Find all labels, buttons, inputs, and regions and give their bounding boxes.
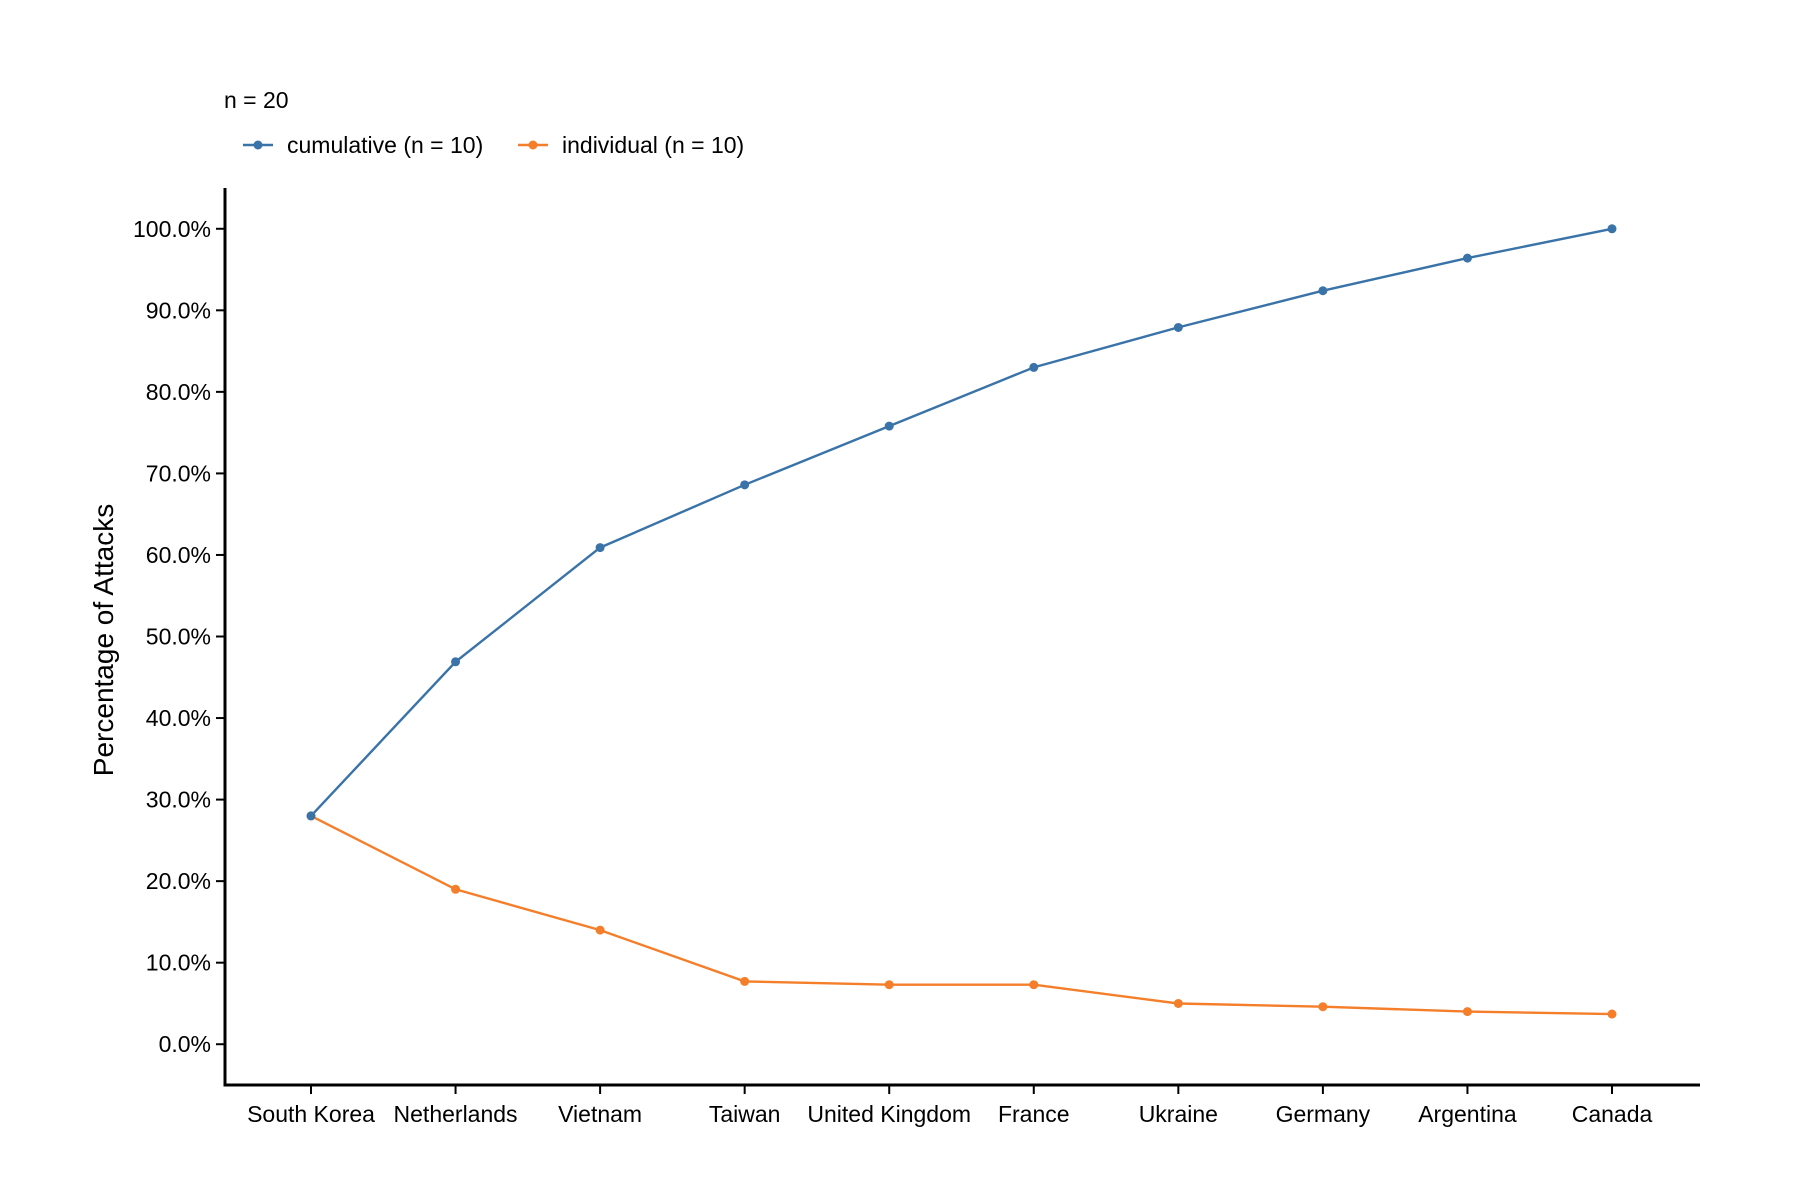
data-point-individual bbox=[451, 884, 461, 894]
legend-label: cumulative (n = 10) bbox=[287, 132, 483, 158]
x-tick-label: Taiwan bbox=[709, 1101, 781, 1127]
data-point-cumulative bbox=[1607, 224, 1617, 234]
x-tick-label: Ukraine bbox=[1139, 1101, 1218, 1127]
legend-items: cumulative (n = 10) individual (n = 10) bbox=[243, 132, 744, 158]
data-point-cumulative bbox=[1029, 362, 1039, 372]
y-tick-label: 100.0% bbox=[133, 216, 211, 242]
series-line-cumulative bbox=[310, 227, 1613, 817]
y-tick-label: 40.0% bbox=[146, 705, 211, 731]
data-point-individual bbox=[1318, 1002, 1328, 1012]
legend-label: individual (n = 10) bbox=[562, 132, 744, 158]
data-point-individual bbox=[1029, 980, 1039, 990]
data-point-cumulative bbox=[884, 421, 894, 431]
data-point-individual bbox=[884, 980, 894, 990]
series-line-individual bbox=[310, 814, 1613, 1016]
data-point-cumulative bbox=[1462, 253, 1472, 263]
y-tick-label: 30.0% bbox=[146, 787, 211, 813]
series-points bbox=[306, 224, 1617, 1019]
data-point-cumulative bbox=[306, 811, 316, 821]
x-tick-label: Canada bbox=[1572, 1101, 1653, 1127]
legend-key-point bbox=[253, 140, 263, 150]
data-point-individual bbox=[1462, 1007, 1472, 1017]
data-point-cumulative bbox=[595, 543, 605, 553]
y-tick-label: 10.0% bbox=[146, 950, 211, 976]
x-tick-label: Argentina bbox=[1418, 1101, 1517, 1127]
x-tick-label: United Kingdom bbox=[807, 1101, 971, 1127]
x-tick-label: South Korea bbox=[247, 1101, 375, 1127]
data-point-individual bbox=[1173, 998, 1183, 1008]
y-axis-title: Percentage of Attacks bbox=[88, 504, 119, 776]
legend: n = 20 cumulative (n = 10) individual (n … bbox=[224, 87, 744, 158]
series-lines bbox=[310, 227, 1613, 1016]
data-point-cumulative bbox=[451, 657, 461, 667]
legend-key-point bbox=[528, 140, 538, 150]
data-point-cumulative bbox=[1318, 286, 1328, 296]
data-point-individual bbox=[740, 976, 750, 986]
data-point-cumulative bbox=[1173, 322, 1183, 332]
data-point-individual bbox=[1607, 1009, 1617, 1019]
y-tick-label: 90.0% bbox=[146, 297, 211, 323]
x-axis-ticks: South Korea Netherlands Vietnam Taiwan Unite… bbox=[247, 1085, 1652, 1127]
legend-title: n = 20 bbox=[224, 87, 289, 113]
x-tick-label: Vietnam bbox=[558, 1101, 642, 1127]
data-point-cumulative bbox=[740, 480, 750, 490]
y-tick-label: 20.0% bbox=[146, 868, 211, 894]
y-tick-label: 50.0% bbox=[146, 624, 211, 650]
x-tick-label: France bbox=[998, 1101, 1070, 1127]
x-tick-label: Netherlands bbox=[394, 1101, 518, 1127]
data-point-individual bbox=[595, 925, 605, 935]
y-tick-label: 80.0% bbox=[146, 379, 211, 405]
y-tick-label: 0.0% bbox=[159, 1031, 211, 1057]
y-tick-label: 60.0% bbox=[146, 542, 211, 568]
x-tick-label: Germany bbox=[1276, 1101, 1371, 1127]
y-axis-ticks: 0.0% 10.0% 20.0% 30.0% 40.0% 50.0% 60.0% 70.0% 8… bbox=[133, 216, 225, 1057]
y-tick-label: 70.0% bbox=[146, 460, 211, 486]
